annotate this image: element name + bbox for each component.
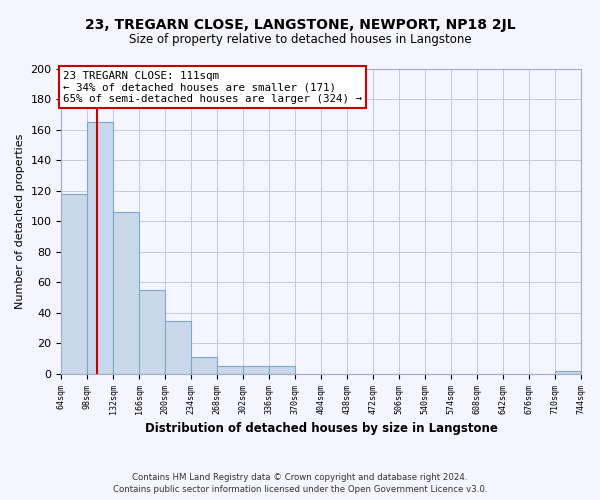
- Bar: [269, 366, 295, 374]
- Bar: [191, 357, 217, 374]
- X-axis label: Distribution of detached houses by size in Langstone: Distribution of detached houses by size …: [145, 422, 497, 435]
- Text: Contains HM Land Registry data © Crown copyright and database right 2024.: Contains HM Land Registry data © Crown c…: [132, 472, 468, 482]
- Text: 23 TREGARN CLOSE: 111sqm
← 34% of detached houses are smaller (171)
65% of semi-: 23 TREGARN CLOSE: 111sqm ← 34% of detach…: [63, 70, 362, 104]
- Y-axis label: Number of detached properties: Number of detached properties: [15, 134, 25, 309]
- Bar: [61, 194, 88, 374]
- Bar: [113, 212, 139, 374]
- Text: Contains public sector information licensed under the Open Government Licence v3: Contains public sector information licen…: [113, 485, 487, 494]
- Bar: [165, 320, 191, 374]
- Text: Size of property relative to detached houses in Langstone: Size of property relative to detached ho…: [128, 32, 472, 46]
- Text: 23, TREGARN CLOSE, LANGSTONE, NEWPORT, NP18 2JL: 23, TREGARN CLOSE, LANGSTONE, NEWPORT, N…: [85, 18, 515, 32]
- Bar: [243, 366, 269, 374]
- Bar: [139, 290, 165, 374]
- Bar: [88, 122, 113, 374]
- Bar: [217, 366, 243, 374]
- Bar: [554, 371, 581, 374]
